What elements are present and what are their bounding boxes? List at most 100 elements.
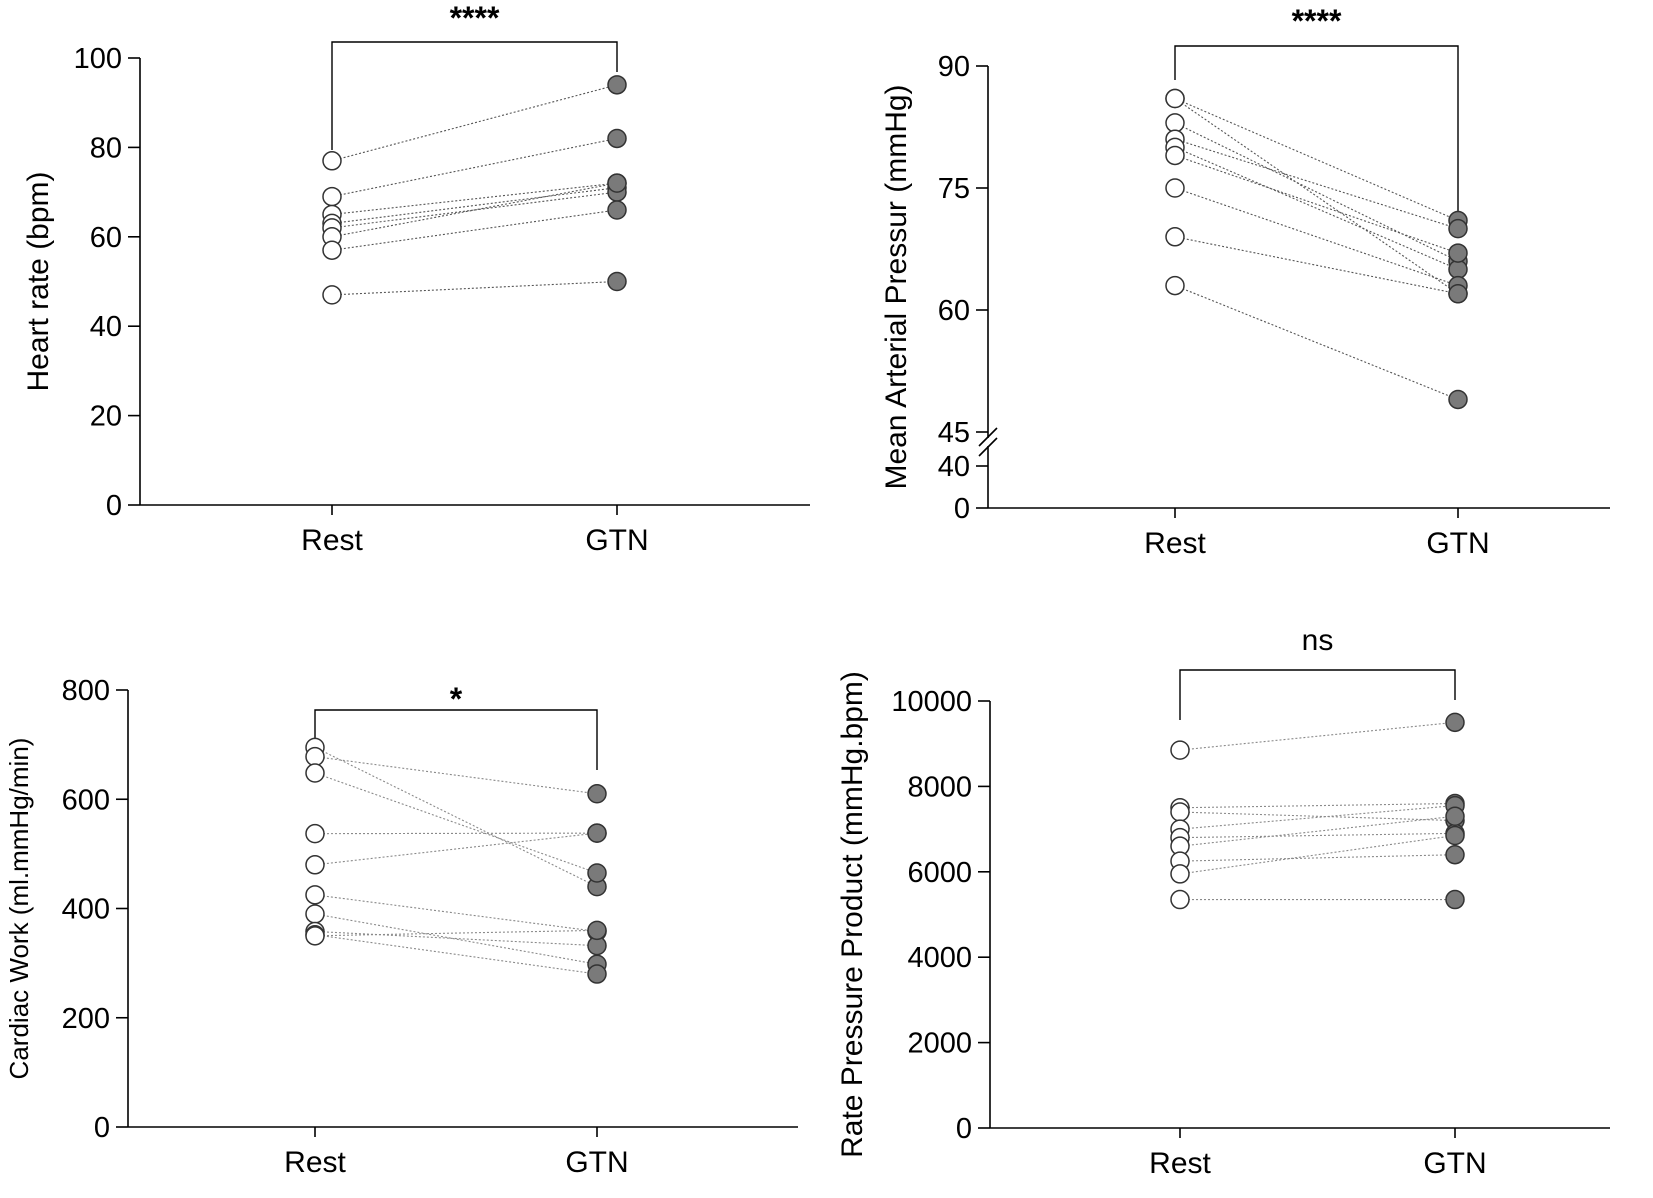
y-tick-label: 0	[956, 1113, 972, 1145]
pair-line	[314, 894, 598, 932]
rest-point	[305, 823, 325, 844]
pair-line	[314, 832, 598, 835]
axis-break-mark	[978, 437, 998, 457]
y-tick-label: 90	[938, 51, 970, 83]
pair-line	[314, 772, 598, 874]
pair-line	[331, 187, 618, 224]
y-tick-label: 2000	[907, 1028, 972, 1060]
pair-line	[1174, 146, 1459, 270]
rest-point	[1170, 740, 1190, 760]
pair-line	[1179, 805, 1456, 830]
rest-point	[322, 240, 342, 260]
significance-bracket	[1179, 669, 1456, 720]
significance-bracket	[331, 41, 618, 150]
x-category-label: Rest	[1144, 527, 1206, 560]
pair-line	[314, 934, 598, 975]
pair-line	[1174, 98, 1459, 222]
gtn-point	[607, 75, 627, 95]
gtn-point	[1445, 806, 1465, 827]
pair-line	[314, 746, 598, 888]
pair-line	[1179, 854, 1456, 862]
y-tick-label: 100	[74, 43, 122, 75]
pair-line	[331, 280, 618, 296]
significance-bracket	[314, 709, 598, 770]
gtn-point	[1448, 389, 1468, 410]
gtn-point	[587, 863, 607, 883]
gtn-point	[1445, 825, 1465, 846]
y-tick-label: 10000	[891, 686, 972, 718]
y-tick-label: 200	[62, 1003, 110, 1035]
x-category-label: Rest	[284, 1146, 346, 1179]
pair-line	[1179, 721, 1456, 751]
rest-point	[1165, 227, 1185, 247]
gtn-point	[587, 823, 607, 843]
rest-point	[305, 855, 325, 875]
gtn-point	[607, 200, 627, 220]
y-tick-label: 75	[938, 173, 970, 205]
y-tick-label: 800	[62, 675, 110, 707]
gtn-point	[587, 964, 607, 984]
rest-point	[1170, 889, 1190, 910]
rest-point	[1165, 113, 1185, 133]
pair-line	[331, 84, 618, 162]
pair-line	[331, 182, 618, 238]
pair-line	[1174, 138, 1459, 230]
rest-point	[305, 763, 325, 783]
y-tick-label: 60	[90, 222, 122, 254]
x-category-label: GTN	[565, 1146, 628, 1179]
pair-line	[1179, 832, 1456, 839]
pair-line	[331, 209, 618, 251]
axis-break-mark	[978, 427, 998, 447]
pair-line	[1174, 98, 1459, 295]
rest-point	[1170, 864, 1190, 884]
rest-point	[322, 186, 342, 207]
rest-point	[305, 904, 325, 924]
gtn-point	[607, 128, 627, 149]
rest-point	[305, 746, 325, 767]
x-category-label: Rest	[1149, 1147, 1211, 1180]
rate-pressure-product-panel: 0 2000 4000 6000 8000 10000 Rest GTN Rate Pressu…	[836, 624, 1610, 1180]
rest-point	[1165, 178, 1185, 198]
x-category-label: GTN	[1426, 527, 1489, 560]
gtn-point	[1445, 844, 1465, 865]
y-axis-label: Heart rate (bpm)	[22, 171, 55, 391]
rest-point	[305, 926, 325, 946]
pair-line	[314, 756, 598, 795]
pair-line	[1179, 815, 1456, 847]
pair-line	[1179, 811, 1456, 822]
y-tick-label: 0	[94, 1112, 110, 1144]
rest-point	[1165, 88, 1185, 109]
y-tick-label: 0	[954, 493, 970, 525]
gtn-point	[1448, 259, 1468, 280]
y-tick-label: 600	[62, 784, 110, 816]
rest-point	[322, 151, 342, 171]
y-tick-label: 8000	[907, 771, 972, 803]
pair-line	[1174, 285, 1459, 400]
x-category-label: Rest	[301, 524, 363, 557]
significance-label: ****	[1292, 3, 1342, 39]
y-tick-label: 80	[90, 132, 122, 164]
gtn-point	[1445, 889, 1465, 910]
pair-line	[1174, 236, 1459, 295]
pair-line	[1174, 154, 1459, 254]
gtn-point	[1448, 283, 1468, 304]
significance-bracket	[1174, 45, 1459, 212]
significance-label: ns	[1302, 624, 1334, 657]
x-category-label: GTN	[1423, 1147, 1486, 1180]
gtn-point	[1448, 218, 1468, 239]
y-tick-label: 0	[106, 490, 122, 522]
gtn-point	[1448, 243, 1468, 263]
rest-point	[1165, 145, 1185, 166]
y-tick-label: 6000	[907, 857, 972, 889]
rest-point	[305, 885, 325, 905]
y-axis-label: Mean Arterial Pressur (mmHg)	[880, 84, 913, 489]
gtn-point	[587, 920, 607, 941]
y-tick-label: 20	[90, 401, 122, 433]
y-tick-label: 400	[62, 894, 110, 926]
x-category-label: GTN	[585, 524, 648, 557]
gtn-point	[607, 271, 627, 292]
y-tick-label: 60	[938, 295, 970, 327]
pair-line	[314, 929, 598, 937]
